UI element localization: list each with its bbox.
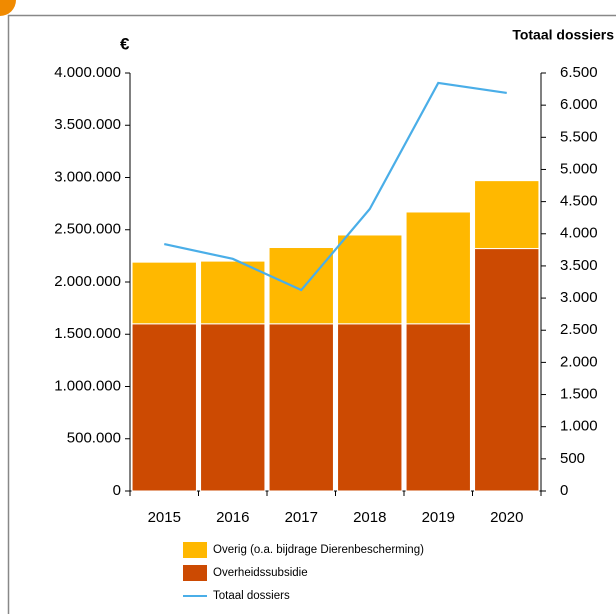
x-tick-label: 2015 xyxy=(148,509,181,526)
y-tick-label: 500.000 xyxy=(67,430,121,447)
bar xyxy=(405,211,471,325)
y-axis-title: € xyxy=(120,34,130,53)
x-tick-label: 2016 xyxy=(216,509,249,526)
y-tick-label: 0 xyxy=(113,482,121,499)
y-tick-label: 2.500.000 xyxy=(54,221,121,238)
y-tick-label: 1.500.000 xyxy=(54,325,121,342)
y2-tick-label: 2.000 xyxy=(560,353,598,370)
y2-tick-label: 500 xyxy=(560,450,585,467)
y2-tick-label: 0 xyxy=(560,482,568,499)
y2-tick-label: 1.500 xyxy=(560,386,598,403)
y2-tick-label: 6.500 xyxy=(560,64,598,81)
y2-tick-label: 6.000 xyxy=(560,96,598,113)
y2-tick-label: 5.500 xyxy=(560,128,598,145)
legend-label: Totaal dossiers xyxy=(213,590,290,602)
bar xyxy=(337,323,403,492)
bar xyxy=(200,260,266,325)
y-tick-label: 2.000.000 xyxy=(54,273,121,290)
bar xyxy=(131,323,197,492)
x-tick-label: 2018 xyxy=(353,509,386,526)
y2-tick-label: 4.000 xyxy=(560,225,598,242)
legend-label: Overheidssubsidie xyxy=(213,567,308,579)
y2-tick-label: 3.500 xyxy=(560,257,598,274)
legend-swatch xyxy=(183,542,207,558)
bar xyxy=(337,234,403,325)
legend-swatch xyxy=(183,565,207,581)
legend-label: Overig (o.a. bijdrage Dierenbescherming) xyxy=(213,544,424,556)
x-tick-label: 2019 xyxy=(422,509,455,526)
y-tick-label: 3.000.000 xyxy=(54,168,121,185)
bar xyxy=(268,323,334,492)
bar xyxy=(268,247,334,325)
y2-axis-title: Totaal dossiers xyxy=(512,27,614,43)
bar xyxy=(474,248,540,492)
bar xyxy=(200,323,266,492)
y2-tick-label: 5.000 xyxy=(560,160,598,177)
line xyxy=(164,81,507,292)
y2-tick-label: 1.000 xyxy=(560,418,598,435)
bar xyxy=(405,323,471,492)
y2-tick-label: 2.500 xyxy=(560,321,598,338)
x-tick-label: 2017 xyxy=(285,509,318,526)
y2-tick-label: 4.500 xyxy=(560,193,598,210)
bar xyxy=(131,261,197,325)
y-tick-label: 1.000.000 xyxy=(54,377,121,394)
y-tick-label: 4.000.000 xyxy=(54,64,121,81)
y2-tick-label: 3.000 xyxy=(560,289,598,306)
x-tick-label: 2020 xyxy=(490,509,523,526)
bar xyxy=(474,180,540,250)
corner-icon xyxy=(0,0,16,16)
y-tick-label: 3.500.000 xyxy=(54,116,121,133)
